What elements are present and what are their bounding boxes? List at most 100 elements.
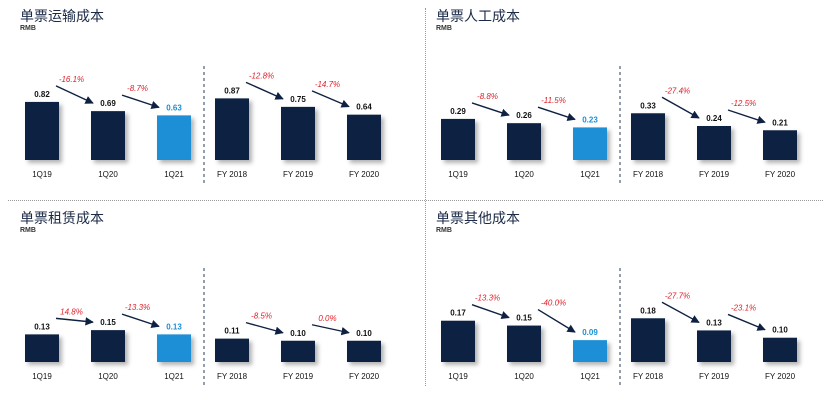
change-label: -8.5% <box>251 312 272 321</box>
change-label: -27.4% <box>665 86 690 95</box>
bar-value-label: 0.33 <box>640 101 656 110</box>
bar <box>347 114 381 160</box>
bar <box>215 338 249 362</box>
chart-unit: RMB <box>20 227 36 234</box>
change-label: -16.1% <box>59 75 84 84</box>
chart-title: 单票租赁成本 <box>20 211 104 227</box>
change-arrow <box>537 308 576 333</box>
bar-value-label: 0.26 <box>516 111 532 120</box>
bar-value-label: 0.63 <box>166 103 182 112</box>
bar <box>631 113 665 160</box>
change-label: 0.0% <box>318 314 336 323</box>
change-arrow <box>121 94 160 109</box>
category-label: 1Q19 <box>448 372 468 381</box>
bar <box>763 130 797 160</box>
bar-value-label: 0.82 <box>34 90 50 99</box>
change-label: 14.8% <box>60 307 83 316</box>
bar-value-label: 0.10 <box>290 329 306 338</box>
category-label: 1Q21 <box>580 170 600 179</box>
horizontal-divider <box>8 200 823 201</box>
vertical-divider <box>425 8 426 386</box>
category-label: FY 2020 <box>349 372 380 381</box>
category-label: 1Q20 <box>514 372 534 381</box>
change-arrow <box>727 313 766 331</box>
change-arrow <box>121 313 160 328</box>
bar-value-label: 0.09 <box>582 328 598 337</box>
category-label: 1Q19 <box>32 170 52 179</box>
change-label: -23.1% <box>731 303 756 312</box>
change-label: -11.5% <box>541 96 566 105</box>
bar-value-label: 0.13 <box>706 318 722 327</box>
category-label: FY 2018 <box>217 170 248 179</box>
bar <box>441 118 475 160</box>
category-label: FY 2019 <box>699 372 730 381</box>
change-label: -8.8% <box>477 92 498 101</box>
bar <box>91 330 125 362</box>
category-label: 1Q20 <box>98 372 118 381</box>
bar <box>697 126 731 160</box>
category-label: FY 2019 <box>283 170 314 179</box>
bar <box>631 318 665 362</box>
change-arrow <box>311 324 350 336</box>
chart-panel-other-cost: 单票其他成本 RMB 0.17 1Q19 0.15 1Q20 0.09 1Q21 -13.3… <box>416 202 831 404</box>
change-label: -40.0% <box>541 299 566 308</box>
bar-value-label: 0.17 <box>450 309 466 318</box>
bar <box>697 330 731 362</box>
bar-value-label: 0.29 <box>450 107 466 116</box>
change-label: -13.3% <box>475 294 500 303</box>
category-label: 1Q20 <box>98 170 118 179</box>
change-arrow <box>245 321 284 335</box>
bar <box>157 115 191 160</box>
bar <box>25 334 59 362</box>
bar-value-label: 0.10 <box>772 326 788 335</box>
chart-title: 单票其他成本 <box>436 211 520 227</box>
category-label: 1Q20 <box>514 170 534 179</box>
change-label: -12.5% <box>731 99 756 108</box>
change-arrow <box>471 102 510 117</box>
change-arrow <box>245 81 284 100</box>
bar-value-label: 0.15 <box>100 318 116 327</box>
category-label: 1Q19 <box>32 372 52 381</box>
bar <box>25 101 59 160</box>
category-label: 1Q21 <box>164 372 184 381</box>
bar <box>507 123 541 160</box>
bar <box>507 325 541 362</box>
category-label: 1Q19 <box>448 170 468 179</box>
bar <box>91 111 125 160</box>
bar-value-label: 0.24 <box>706 114 722 123</box>
change-arrow <box>537 106 576 122</box>
bar <box>441 320 475 362</box>
chart-panel-transport-cost: 单票运输成本 RMB 0.82 1Q19 0.69 1Q20 0.63 1Q21 -16.1… <box>0 0 415 202</box>
bar-value-label: 0.64 <box>356 103 372 112</box>
bar-value-label: 0.23 <box>582 115 598 124</box>
bar <box>157 334 191 362</box>
bar <box>763 337 797 362</box>
change-arrow <box>55 317 94 326</box>
chart-unit: RMB <box>20 25 36 32</box>
change-arrow <box>471 304 510 320</box>
category-label: FY 2019 <box>699 170 730 179</box>
bar-value-label: 0.75 <box>290 95 306 104</box>
change-label: -14.7% <box>315 80 340 89</box>
bar-value-label: 0.11 <box>224 327 240 336</box>
bar-value-label: 0.18 <box>640 306 656 315</box>
bar-value-label: 0.87 <box>224 86 240 95</box>
category-label: 1Q21 <box>164 170 184 179</box>
bar-value-label: 0.13 <box>34 322 50 331</box>
bar-value-label: 0.10 <box>356 329 372 338</box>
chart-unit: RMB <box>436 227 452 234</box>
chart-title: 单票人工成本 <box>436 9 520 25</box>
category-label: 1Q21 <box>580 372 600 381</box>
bar <box>573 127 607 160</box>
bar <box>281 340 315 362</box>
change-label: -12.8% <box>249 71 274 80</box>
category-label: FY 2019 <box>283 372 314 381</box>
bar <box>215 98 249 160</box>
chart-panel-labor-cost: 单票人工成本 RMB 0.29 1Q19 0.26 1Q20 0.23 1Q21 -8.8%… <box>416 0 831 202</box>
change-label: -8.7% <box>127 84 148 93</box>
change-label: -13.3% <box>125 303 150 312</box>
bar-chart-labor-cost: 0.29 1Q19 0.26 1Q20 0.23 1Q21 -8.8% -11.5% 0.33 F… <box>441 66 797 185</box>
change-arrow <box>661 301 700 324</box>
bar-value-label: 0.13 <box>166 322 182 331</box>
bar-chart-transport-cost: 0.82 1Q19 0.69 1Q20 0.63 1Q21 -16.1% -8.7% 0.87 F… <box>25 66 381 185</box>
